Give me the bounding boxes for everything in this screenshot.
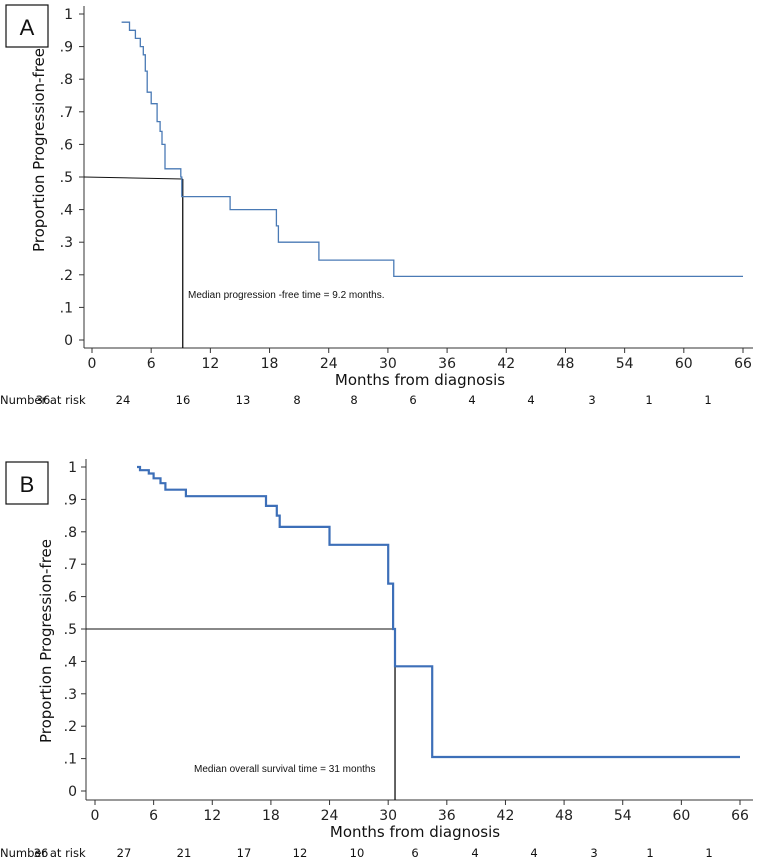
panel-b-number-at-risk-value: 36 <box>34 846 49 860</box>
panel-a-number-at-risk-value: 6 <box>409 393 416 407</box>
panel-a-x-tick-label: 24 <box>320 356 338 372</box>
panel-b-number-at-risk-value: 1 <box>705 846 712 860</box>
panel-a-x-axis-title: Months from diagnosis <box>335 371 505 389</box>
panel-a-number-at-risk-value: 4 <box>527 393 534 407</box>
panel-b-number-at-risk-value: 4 <box>530 846 537 860</box>
panel-a-y-tick-label: .6 <box>60 137 73 153</box>
panel-b-x-tick-label: 42 <box>497 808 515 824</box>
panel-a-y-axis-title: Proportion Progression-free <box>30 48 48 252</box>
panel-b-x-tick-label: 48 <box>555 808 573 824</box>
panel-b-y-tick-label: .2 <box>64 719 77 735</box>
panel-a-y-tick-label: .8 <box>60 72 73 88</box>
panel-a-x-tick-label: 54 <box>616 356 634 372</box>
panel-a-x-tick-label: 36 <box>438 356 456 372</box>
panel-b-x-axis-title: Months from diagnosis <box>330 823 500 841</box>
panel-a-number-at-risk-label: Number at risk <box>0 393 86 407</box>
panel-a-number-at-risk-value: 13 <box>236 393 251 407</box>
panel-a-number-at-risk-value: 1 <box>704 393 711 407</box>
panel-a-x-tick-label: 30 <box>379 356 397 372</box>
panel-a: A Proportion Progression-free Months fro… <box>0 4 753 407</box>
panel-b: B Proportion Progression-free Months fro… <box>0 459 753 860</box>
panel-b-number-at-risk-value: 3 <box>590 846 597 860</box>
panel-b-number-at-risk-value: 17 <box>237 846 252 860</box>
panel-a-number-at-risk-value: 8 <box>350 393 357 407</box>
panel-b-x-tick-label: 24 <box>321 808 339 824</box>
panel-b-y-tick-label: .4 <box>64 654 77 670</box>
panel-a-number-at-risk-value: 4 <box>468 393 475 407</box>
panel-b-y-tick-label: .9 <box>64 492 77 508</box>
panel-b-x-tick-label: 6 <box>149 808 158 824</box>
panel-a-y-tick-label: .3 <box>60 235 73 251</box>
panel-b-y-tick-label: .5 <box>64 622 77 638</box>
panel-a-y-tick-label: .2 <box>60 268 73 284</box>
panel-b-x-tick-label: 60 <box>672 808 690 824</box>
panel-b-number-at-risk-value: 27 <box>117 846 132 860</box>
panel-b-number-at-risk-value: 4 <box>471 846 478 860</box>
panel-b-x-tick-label: 12 <box>203 808 221 824</box>
panel-a-x-tick-label: 0 <box>88 356 97 372</box>
panel-a-y-tick-label: .4 <box>60 203 73 219</box>
panel-a-label: A <box>20 15 35 40</box>
panel-a-y-tick-label: .9 <box>60 40 73 56</box>
panel-b-number-at-risk-value: 1 <box>646 846 653 860</box>
panel-b-number-at-risk-value: 12 <box>293 846 308 860</box>
panel-b-label-box <box>5 461 49 505</box>
panel-a-label-box <box>5 4 49 48</box>
panel-b-y-tick-label: .6 <box>64 590 77 606</box>
panel-b-y-tick-label: .3 <box>64 687 77 703</box>
panel-b-number-at-risk-label: Number at risk <box>0 846 86 860</box>
panel-a-x-tick-label: 6 <box>147 356 156 372</box>
panel-b-y-axis-title: Proportion Progression-free <box>37 539 55 743</box>
panel-b-x-tick-label: 36 <box>438 808 456 824</box>
panel-a-y-tick-label: 1 <box>64 7 73 23</box>
panel-b-x-tick-label: 18 <box>262 808 280 824</box>
panel-b-y-tick-label: 1 <box>68 460 77 476</box>
panel-b-x-tick-label: 30 <box>379 808 397 824</box>
panel-a-median-annotation: Median progression -free time = 9.2 mont… <box>188 290 384 301</box>
panel-a-x-tick-label: 66 <box>734 356 752 372</box>
panel-b-y-tick-label: 0 <box>68 784 77 800</box>
panel-a-number-at-risk-value: 24 <box>116 393 131 407</box>
panel-b-x-tick-label: 0 <box>91 808 100 824</box>
panel-b-median-annotation: Median overall survival time = 31 months <box>194 764 375 775</box>
panel-a-x-tick-label: 18 <box>261 356 279 372</box>
panel-b-number-at-risk-value: 10 <box>350 846 365 860</box>
panel-a-x-tick-label: 60 <box>675 356 693 372</box>
panel-a-number-at-risk-value: 3 <box>588 393 595 407</box>
panel-a-survival-curve <box>121 21 743 278</box>
panel-b-x-tick-label: 54 <box>614 808 632 824</box>
panel-a-y-tick-label: 0 <box>64 333 73 349</box>
panel-b-x-tick-label: 66 <box>731 808 749 824</box>
panel-b-number-at-risk-value: 21 <box>177 846 192 860</box>
panel-a-number-at-risk-value: 8 <box>293 393 300 407</box>
panel-a-number-at-risk-value: 36 <box>36 393 51 407</box>
panel-a-y-tick-label: .5 <box>60 170 73 186</box>
panel-a-number-at-risk-value: 16 <box>176 393 191 407</box>
panel-b-y-tick-label: .7 <box>64 557 77 573</box>
panel-a-y-tick-label: .1 <box>60 300 73 316</box>
panel-a-x-tick-label: 42 <box>497 356 515 372</box>
panel-b-label: B <box>20 472 35 497</box>
panel-a-x-tick-label: 48 <box>557 356 575 372</box>
panel-a-median-horizontal-line <box>83 176 183 180</box>
panel-a-number-at-risk-value: 1 <box>645 393 652 407</box>
panel-b-survival-curve <box>137 465 740 759</box>
panel-b-y-tick-label: .1 <box>64 752 77 768</box>
panel-a-y-tick-label: .7 <box>60 105 73 121</box>
panel-b-y-tick-label: .8 <box>64 525 77 541</box>
panel-a-x-tick-label: 12 <box>201 356 219 372</box>
panel-b-number-at-risk-value: 6 <box>411 846 418 860</box>
